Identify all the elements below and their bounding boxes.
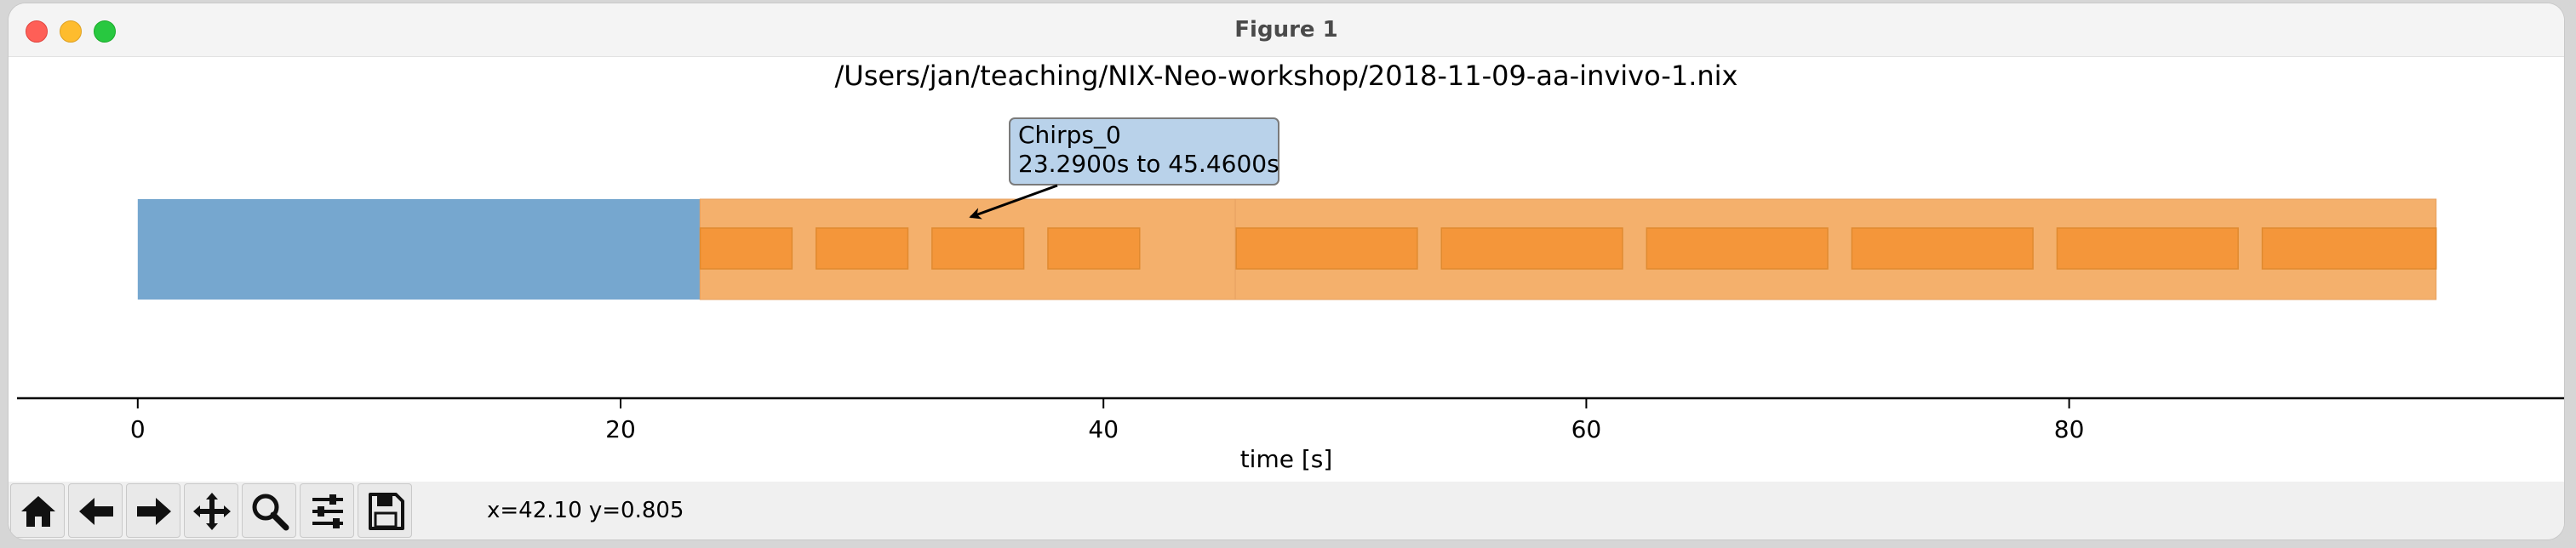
annotation-box: [1009, 117, 1279, 186]
back-button[interactable]: [68, 483, 123, 538]
chirp-bar-5: [1440, 227, 1623, 270]
figure-window: Figure 1 /Users/jan/teaching/NIX-Neo-wor…: [9, 3, 2564, 539]
chirp-bar-9: [2261, 227, 2437, 270]
chirp-bar-6: [1646, 227, 1829, 270]
x-axis-label: time [s]: [1240, 445, 1333, 473]
segment-bar-0: [137, 199, 701, 300]
title-bar: Figure 1: [9, 3, 2564, 57]
x-tick-label-20: 20: [605, 415, 636, 443]
cursor-coordinates: x=42.10 y=0.805: [487, 498, 684, 523]
chirp-bar-4: [1235, 227, 1418, 270]
pan-button[interactable]: [184, 483, 238, 538]
chirp-bar-8: [2056, 227, 2239, 270]
arrow-right-icon: [137, 498, 171, 525]
annotation-arrow: [969, 184, 1058, 220]
floppy-disk-icon: [369, 493, 404, 530]
save-button[interactable]: [358, 483, 412, 538]
maximize-button[interactable]: [94, 20, 116, 43]
chirp-bar-1: [815, 227, 909, 270]
forward-button[interactable]: [126, 483, 180, 538]
configure-subplots-button[interactable]: [300, 483, 354, 538]
minimize-button[interactable]: [60, 20, 82, 43]
annotation-text: 23.2900s to 45.4600s: [1018, 150, 1279, 178]
annotation: Chirps_0 23.2900s to 45.4600s: [969, 117, 1279, 220]
chirp-bar-3: [1047, 227, 1141, 270]
home-button[interactable]: [10, 483, 65, 538]
magnifier-icon: [252, 494, 289, 531]
annotation-title: Chirps_0: [1018, 121, 1121, 149]
x-tick-label-60: 60: [1571, 415, 1602, 443]
zoom-button[interactable]: [242, 483, 296, 538]
x-tick-label-80: 80: [2054, 415, 2085, 443]
timeline-chart: /Users/jan/teaching/NIX-Neo-workshop/201…: [17, 60, 2564, 473]
x-tick-label-0: 0: [130, 415, 146, 443]
x-tick-label-40: 40: [1088, 415, 1119, 443]
chart-title: /Users/jan/teaching/NIX-Neo-workshop/201…: [835, 60, 1738, 92]
navigation-toolbar: x=42.10 y=0.805: [9, 482, 2564, 539]
window-title: Figure 1: [1234, 17, 1338, 43]
home-icon: [21, 496, 55, 527]
arrow-left-icon: [79, 498, 113, 525]
chirp-bar-7: [1851, 227, 2034, 270]
close-button[interactable]: [26, 20, 48, 43]
chirp-bar-0: [699, 227, 793, 270]
chirp-bar-2: [931, 227, 1025, 270]
move-icon: [193, 493, 231, 530]
sliders-icon: [312, 494, 343, 528]
